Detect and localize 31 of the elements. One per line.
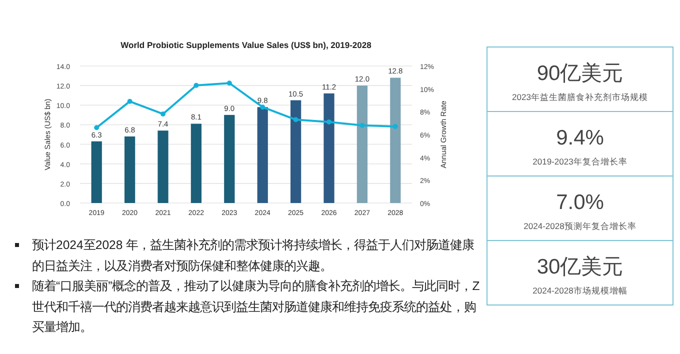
bar: [190, 124, 202, 203]
bar: [290, 100, 302, 203]
text: 9.4%: [556, 126, 604, 150]
point: [226, 80, 232, 86]
bar: [390, 78, 401, 203]
bar: [324, 93, 334, 203]
point: [326, 119, 332, 124]
point: [194, 82, 199, 88]
point: [127, 98, 132, 104]
bar: [124, 136, 136, 203]
text: 2019-2023年复合增长率: [532, 156, 628, 166]
point: [293, 117, 298, 122]
bar: [356, 86, 368, 203]
text: 90亿美元: [536, 62, 624, 85]
point: [260, 104, 266, 110]
text: 30亿美元: [536, 256, 624, 278]
point: [94, 125, 100, 130]
text: 7.0%: [556, 191, 604, 214]
text: 随着“口服美丽”概念的普及，推动了以健康为导向的膳食补充剂的增长。与此同时，Z 世代和千禧一代的消费者越来越意识到益生菌对肠道健康和维持免疫系统的益处，购买量增加。: [32, 278, 481, 336]
text: 2024-2028预测年复合增长率: [524, 221, 636, 231]
bar: [257, 107, 268, 203]
text: 2024-2028市场规模增幅: [532, 286, 628, 296]
point: [360, 122, 365, 128]
point: [392, 124, 398, 130]
point: [160, 111, 166, 116]
bar: [158, 130, 168, 203]
bar: [224, 114, 235, 203]
text: 2023年益生菌膳食补充剂市场规模: [512, 92, 648, 102]
bar: [91, 141, 102, 203]
chart-title: World Probiotic Supplements Value Sales (US$ bn), 2019-2028: [120, 40, 372, 50]
text: 预计2024至2028 年，益生菌补充剂的需求预计将持续增长，得益于人们对肠道健康的日益关注，以及消费者对预防保健和整体健康的兴趣。: [32, 237, 476, 274]
